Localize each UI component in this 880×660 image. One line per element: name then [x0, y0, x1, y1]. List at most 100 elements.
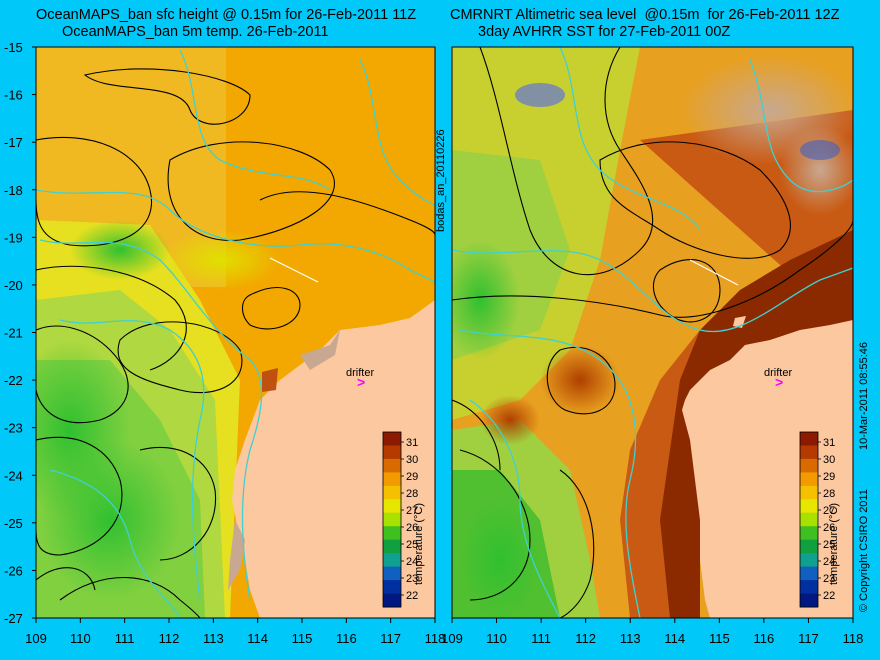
right-title-line2: 3day AVHRR SST for 27-Feb-2011 00Z	[478, 24, 731, 40]
y-tick-label: -26	[4, 563, 23, 578]
x-tick-label: 110	[486, 631, 507, 646]
x-tick-label: 116	[336, 631, 357, 646]
colorbar-tick-label: 25	[406, 539, 418, 551]
left-drifter-marker-icon: >	[357, 374, 365, 390]
y-tick-label: -15	[4, 40, 23, 55]
colorbar-tick-label: 29	[823, 471, 835, 483]
colorbar-tick-label: 28	[406, 488, 418, 500]
right-isobaths	[452, 47, 853, 618]
x-tick-label: 113	[203, 631, 224, 646]
left-map-panel	[36, 47, 435, 618]
x-tick-label: 117	[798, 631, 819, 646]
colorbar-swatch	[383, 566, 401, 581]
colorbar-swatch	[800, 593, 818, 608]
colorbar-swatch	[383, 580, 401, 595]
colorbar-tick-label: 24	[823, 556, 835, 568]
y-tick-label: -18	[4, 183, 23, 198]
colorbar-swatch	[800, 526, 818, 541]
left-drifter-label: drifter	[346, 367, 374, 379]
colorbar-swatch	[383, 499, 401, 514]
y-tick-label: -21	[4, 326, 23, 341]
colorbar-swatch	[800, 553, 818, 568]
left-title-line1: OceanMAPS_ban sfc height @ 0.15m for 26-…	[36, 7, 417, 23]
x-tick-label: 109	[25, 631, 47, 646]
y-axis-ticks: -15 -16 -17 -18 -19 -20 -21 -22 -23 -24 -25 -26 -27	[4, 40, 36, 626]
x-tick-label: 111	[115, 631, 135, 646]
colorbar-swatch	[800, 485, 818, 500]
x-tick-label: 118	[843, 631, 864, 646]
colorbar-tick-label: 28	[823, 488, 835, 500]
colorbar-swatch	[800, 472, 818, 487]
right-contours	[452, 47, 853, 618]
y-tick-label: -17	[4, 135, 23, 150]
x-tick-label: 115	[709, 631, 730, 646]
colorbar-swatch	[383, 539, 401, 554]
right-colorbar: 31 30 29 28 27 26 25 24 23 22	[799, 431, 835, 608]
colorbar-swatch	[383, 485, 401, 500]
right-drifter-label: drifter	[764, 367, 792, 379]
colorbar-tick-label: 30	[406, 454, 418, 466]
colorbar-swatch	[383, 512, 401, 527]
x-tick-label: 112	[159, 631, 180, 646]
colorbar-tick-label: 26	[823, 522, 835, 534]
colorbar-tick-label: 31	[406, 437, 418, 449]
colorbar-swatch	[383, 472, 401, 487]
x-tick-label: 112	[575, 631, 596, 646]
left-title-line2: OceanMAPS_ban 5m temp. 26-Feb-2011	[62, 24, 329, 40]
right-drifter-marker-icon: >	[775, 374, 783, 390]
colorbar-swatch	[800, 458, 818, 473]
y-tick-label: -25	[4, 516, 23, 531]
colorbar-swatch	[800, 580, 818, 595]
x-tick-label: 109	[441, 631, 463, 646]
right-map-panel	[452, 47, 853, 618]
colorbar-swatch	[800, 512, 818, 527]
y-tick-label: -23	[4, 421, 23, 436]
colorbar-swatch	[383, 553, 401, 568]
colorbar-tick-label: 27	[406, 505, 418, 517]
colorbar-tick-label: 25	[823, 539, 835, 551]
colorbar-swatch	[800, 499, 818, 514]
x-tick-label: 118	[425, 631, 446, 646]
x-tick-label: 113	[620, 631, 641, 646]
left-contours	[36, 68, 435, 618]
y-tick-label: -19	[4, 230, 23, 245]
x-tick-label: 114	[664, 631, 685, 646]
left-colorbar: 31 30 29 28 27 26 25 24 23 22	[382, 431, 418, 608]
left-isobaths	[36, 49, 435, 618]
x-tick-label: 111	[531, 631, 551, 646]
y-tick-label: -24	[4, 468, 23, 483]
right-colorbar-label: temperature (°C)	[828, 503, 840, 585]
colorbar-tick-label: 27	[823, 505, 835, 517]
colorbar-swatch	[800, 432, 818, 446]
colorbar-tick-label: 24	[406, 556, 418, 568]
y-tick-label: -27	[4, 611, 23, 626]
colorbar-swatch	[800, 445, 818, 460]
y-tick-label: -22	[4, 373, 23, 388]
colorbar-swatch	[383, 432, 401, 446]
colorbar-tick-label: 22	[406, 590, 418, 602]
colorbar-tick-label: 31	[823, 437, 835, 449]
colorbar-tick-label: 30	[823, 454, 835, 466]
colorbar-tick-label: 23	[406, 573, 418, 585]
x-tick-label: 110	[70, 631, 91, 646]
colorbar-swatch	[383, 458, 401, 473]
colorbar-swatch	[383, 526, 401, 541]
colorbar-swatch	[800, 539, 818, 554]
left-colorbar-label: temperature (°C)	[413, 503, 425, 585]
colorbar-tick-label: 23	[823, 573, 835, 585]
x-tick-label: 114	[247, 631, 268, 646]
colorbar-tick-label: 26	[406, 522, 418, 534]
right-title-line1: CMRNRT Altimetric sea level @0.15m for 2…	[450, 7, 840, 23]
x-tick-label: 116	[754, 631, 775, 646]
y-tick-label: -16	[4, 88, 23, 103]
x-tick-label: 117	[380, 631, 401, 646]
colorbar-swatch	[800, 566, 818, 581]
colorbar-swatch	[383, 445, 401, 460]
colorbar-tick-label: 29	[406, 471, 418, 483]
x-tick-label: 115	[292, 631, 313, 646]
colorbar-swatch	[383, 593, 401, 608]
colorbar-tick-label: 22	[823, 590, 835, 602]
y-tick-label: -20	[4, 278, 23, 293]
